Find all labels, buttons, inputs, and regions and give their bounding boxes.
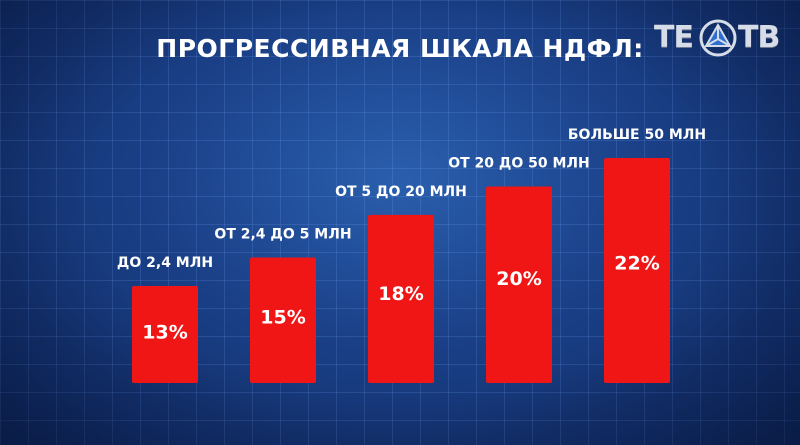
category-label-2: ОТ 2,4 ДО 5 МЛН xyxy=(214,227,351,243)
bar-1 xyxy=(132,286,198,383)
category-label-4: ОТ 20 ДО 50 МЛН xyxy=(448,155,590,171)
logo-text-right: ТВ xyxy=(738,20,780,55)
bar-value-label-4: 20% xyxy=(496,268,541,290)
logo-text-left: ТЕ xyxy=(654,20,694,55)
bar-value-label-3: 18% xyxy=(378,283,423,305)
bar-3 xyxy=(368,214,434,383)
category-label-1: ДО 2,4 МЛН xyxy=(117,255,213,271)
bar-value-label-2: 15% xyxy=(260,306,305,328)
category-label-5: БОЛЬШЕ 50 МЛН xyxy=(568,127,706,143)
triangle-emblem-icon xyxy=(699,19,737,57)
category-label-3: ОТ 5 ДО 20 МЛН xyxy=(335,184,467,200)
channel-logo: ТЕ ТВ xyxy=(652,18,782,60)
bar-4 xyxy=(486,186,552,383)
page-title: ПРОГРЕССИВНАЯ ШКАЛА НДФЛ: xyxy=(156,34,644,63)
bar-5 xyxy=(604,158,670,383)
bar-value-label-5: 22% xyxy=(614,253,659,275)
bar-2 xyxy=(250,257,316,383)
bar-value-label-1: 13% xyxy=(142,322,187,344)
